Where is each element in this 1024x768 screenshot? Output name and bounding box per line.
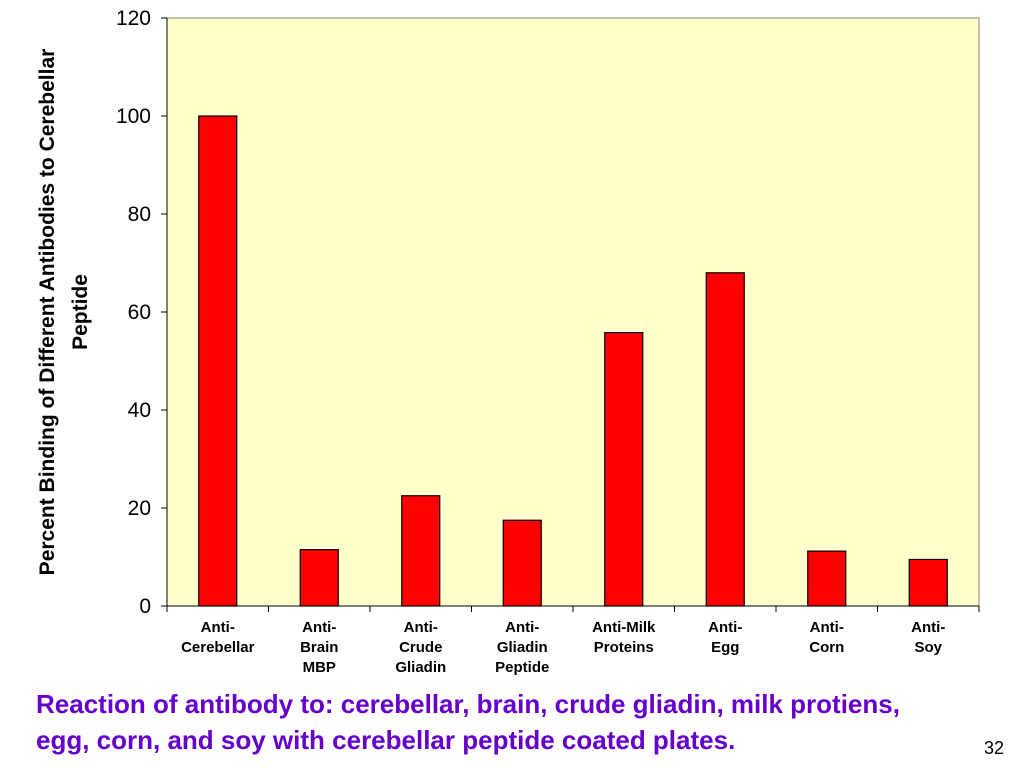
- x-category-label: Anti- Soy: [911, 619, 945, 656]
- y-axis-label-line: Peptide: [69, 274, 92, 350]
- slide-caption: Reaction of antibody to: cerebellar, bra…: [36, 686, 996, 758]
- x-category-label: Anti- Egg: [708, 619, 742, 656]
- y-tick-label: 0: [139, 595, 151, 618]
- bar: [502, 519, 542, 607]
- x-axis: Anti- Cerebellar Anti- Brain MBP Anti- Crude Gl…: [166, 605, 980, 676]
- x-category-label-line: Anti-: [505, 619, 539, 636]
- bar: [401, 495, 441, 607]
- x-category-label-line: Brain: [300, 639, 338, 656]
- x-category-label-line: Anti-Milk: [592, 619, 656, 636]
- x-category-label: Anti- Crude Gliadin: [395, 619, 446, 676]
- y-axis-title: Percent Binding of Different Antibodies …: [36, 49, 92, 576]
- y-axis-label-line: Percent Binding of Different Antibodies …: [36, 49, 59, 576]
- y-axis-label: Percent Binding of Different Antibodies …: [36, 49, 92, 576]
- x-category-label-line: Anti-: [201, 619, 235, 636]
- x-category-label: Anti-Milk Proteins: [592, 619, 656, 656]
- x-category-label-line: Gliadin: [395, 659, 446, 676]
- y-tick-label: 20: [128, 497, 151, 520]
- x-category-label-line: Peptide: [495, 659, 549, 676]
- x-category-label-line: Anti-: [708, 619, 742, 636]
- y-tick-label: 40: [128, 399, 151, 422]
- x-category-label: Anti- Cerebellar: [181, 619, 255, 656]
- x-category-label-line: Soy: [914, 639, 942, 656]
- y-tick-label: 80: [128, 203, 151, 226]
- x-category-label-line: Cerebellar: [181, 639, 255, 656]
- y-tick-label: 100: [116, 105, 151, 128]
- x-category-label-line: Anti-: [810, 619, 844, 636]
- bar: [299, 549, 339, 607]
- bar: [198, 115, 238, 607]
- x-category-label: Anti- Brain MBP: [300, 619, 338, 676]
- bar-chart: Percent Binding of Different Antibodies …: [36, 7, 980, 676]
- x-category-label: Anti- Gliadin Peptide: [495, 619, 549, 676]
- bar: [705, 272, 745, 607]
- bar: [604, 331, 644, 607]
- y-tick-label: 120: [116, 7, 151, 30]
- bars: [198, 115, 948, 607]
- page-number: 32: [983, 738, 1004, 758]
- x-category-label-line: Egg: [711, 639, 739, 656]
- x-category-label-line: Gliadin: [497, 639, 548, 656]
- bar: [908, 558, 948, 607]
- x-category-label-line: MBP: [303, 659, 336, 676]
- x-category-label-line: Anti-: [911, 619, 945, 636]
- x-category-label-line: Anti-: [302, 619, 336, 636]
- plot-area: [166, 17, 980, 607]
- x-category-label-line: Corn: [809, 639, 844, 656]
- y-axis: 0 20 40 60 80 100 120: [116, 7, 168, 618]
- x-category-label-line: Proteins: [594, 639, 654, 656]
- caption-line-1: Reaction of antibody to: cerebellar, bra…: [36, 689, 900, 719]
- caption-line-2: egg, corn, and soy with cerebellar pepti…: [36, 725, 736, 755]
- x-category-label-line: Anti-: [404, 619, 438, 636]
- x-category-label-line: Crude: [399, 639, 442, 656]
- bar: [807, 550, 847, 607]
- y-tick-label: 60: [128, 301, 151, 324]
- x-category-label: Anti- Corn: [809, 619, 844, 656]
